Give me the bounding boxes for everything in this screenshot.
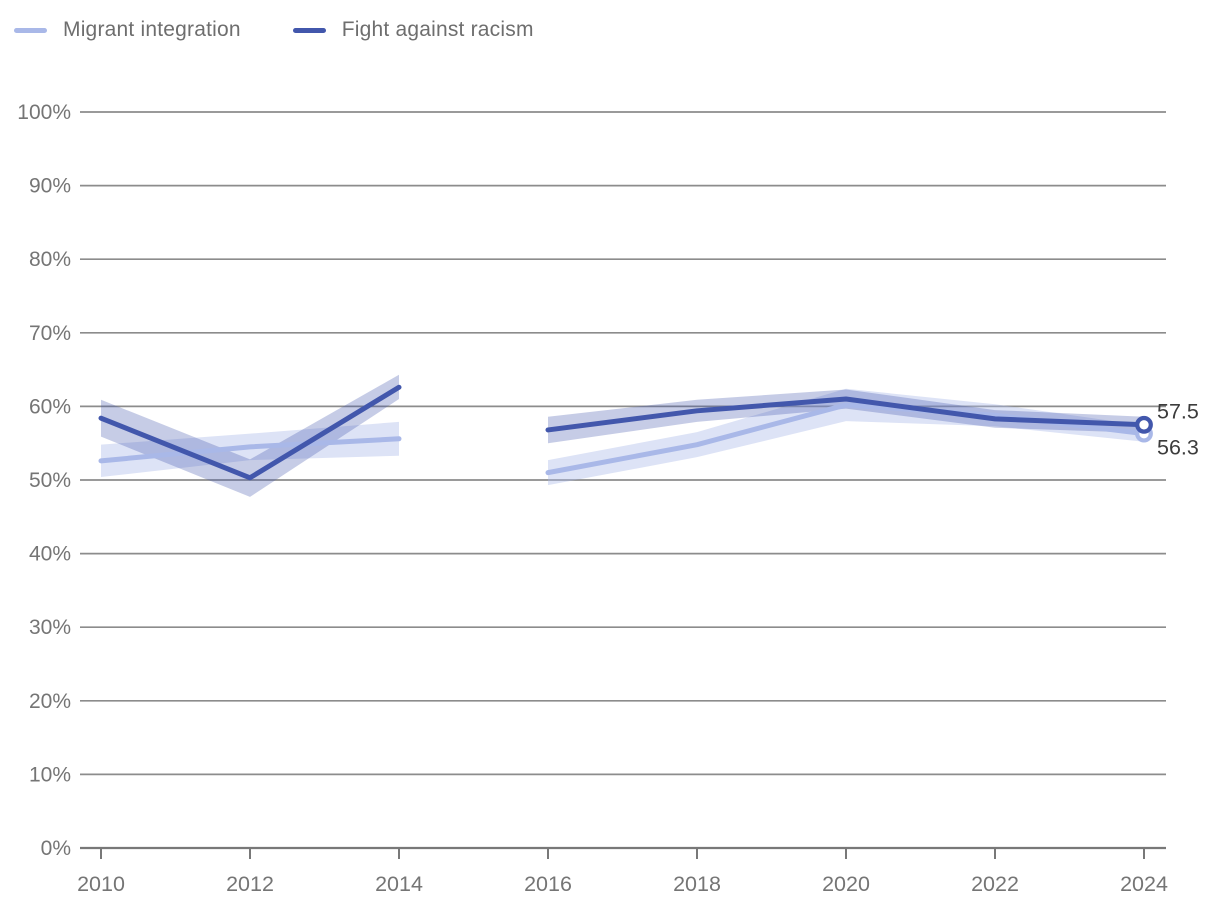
y-tick-label: 50% bbox=[29, 469, 71, 492]
series-end-value-label: 56.3 bbox=[1157, 436, 1199, 460]
legend-item-migrant-integration[interactable]: Migrant integration bbox=[14, 18, 241, 42]
y-tick-label: 0% bbox=[41, 837, 71, 860]
series-end-marker[interactable] bbox=[1135, 415, 1153, 434]
series-line[interactable] bbox=[98, 436, 402, 464]
legend-label: Fight against racism bbox=[341, 18, 534, 41]
series-line[interactable] bbox=[545, 396, 1147, 433]
x-tick-label: 2016 bbox=[524, 872, 572, 896]
x-tick-label: 2018 bbox=[673, 872, 721, 896]
confidence-band bbox=[101, 421, 399, 478]
confidence-band bbox=[101, 374, 399, 497]
y-tick-label: 20% bbox=[29, 690, 71, 713]
x-tick-label: 2014 bbox=[375, 872, 423, 896]
migrant-integration-swatch-icon bbox=[14, 27, 47, 33]
x-tick-label: 2010 bbox=[77, 872, 125, 896]
y-tick-label: 90% bbox=[29, 175, 71, 198]
series-line[interactable] bbox=[98, 384, 402, 481]
x-tick-label: 2024 bbox=[1120, 872, 1168, 896]
y-tick-label: 80% bbox=[29, 248, 71, 271]
x-tick-label: 2012 bbox=[226, 872, 274, 896]
series-end-value-label: 57.5 bbox=[1157, 400, 1199, 424]
legend-label: Migrant integration bbox=[63, 18, 241, 41]
x-tick-label: 2022 bbox=[971, 872, 1019, 896]
fight-against-racism-swatch-icon bbox=[292, 27, 326, 33]
y-tick-label: 40% bbox=[29, 543, 71, 566]
legend-item-fight-against-racism[interactable]: Fight against racism bbox=[292, 18, 534, 42]
y-tick-label: 60% bbox=[29, 395, 71, 418]
confidence-band bbox=[548, 389, 1144, 444]
y-tick-label: 100% bbox=[17, 101, 71, 124]
x-tick-label: 2020 bbox=[822, 872, 870, 896]
y-tick-label: 10% bbox=[29, 763, 71, 786]
y-tick-label: 30% bbox=[29, 616, 71, 639]
chart-legend: Migrant integration Fight against racism bbox=[14, 18, 534, 42]
y-tick-label: 70% bbox=[29, 322, 71, 345]
